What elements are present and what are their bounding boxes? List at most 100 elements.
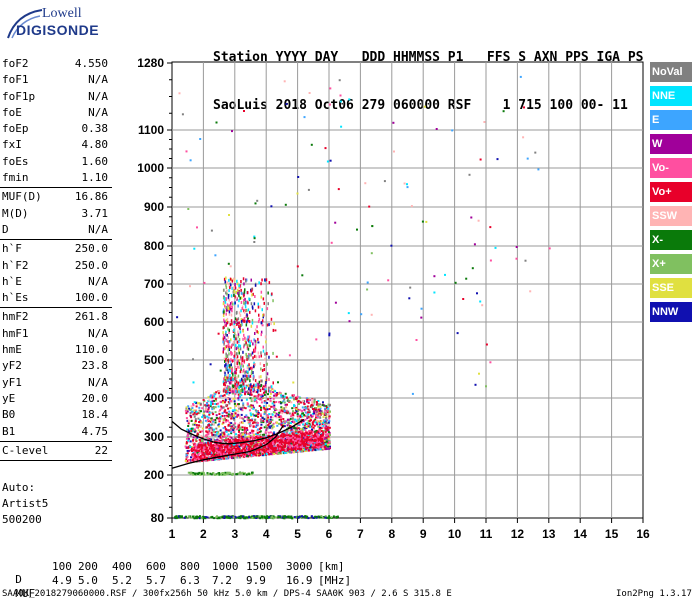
echo-dot xyxy=(310,515,313,518)
echo-dot xyxy=(261,393,264,396)
echo-dot xyxy=(205,441,208,444)
echo-dot xyxy=(321,411,324,414)
echo-dot xyxy=(249,436,252,439)
echo-dot xyxy=(266,307,269,311)
echo-dot xyxy=(238,359,240,362)
echo-dot xyxy=(249,310,251,314)
echo-dot xyxy=(324,430,327,433)
echo-dot xyxy=(201,427,204,430)
echo-dot xyxy=(256,385,258,389)
echo-dot xyxy=(242,350,244,354)
echo-dot xyxy=(249,353,251,357)
echo-dot xyxy=(277,435,280,438)
echo-dot xyxy=(319,437,322,440)
footer-muf-value: 5.0 xyxy=(78,574,98,587)
echo-dot xyxy=(295,446,298,449)
echo-dot xyxy=(194,451,197,454)
echo-dot xyxy=(233,409,236,412)
echo-dot xyxy=(233,449,235,451)
echo-dot xyxy=(274,441,277,443)
echo-dot xyxy=(225,291,227,295)
echo-dot xyxy=(198,517,201,520)
echo-dot xyxy=(208,438,211,441)
param-separator xyxy=(0,440,112,442)
echo-dot xyxy=(190,411,193,413)
echo-dot xyxy=(222,331,224,335)
echo-dot xyxy=(257,440,260,442)
echo-dot xyxy=(204,416,207,419)
echo-dot xyxy=(284,203,287,206)
echo-dot xyxy=(277,381,279,384)
echo-dot xyxy=(297,427,300,430)
echo-dot xyxy=(223,318,225,322)
echo-dot xyxy=(307,425,310,428)
param-value: N/A xyxy=(88,375,108,389)
echo-dot xyxy=(298,441,301,444)
echo-dot xyxy=(211,411,214,414)
echo-dot xyxy=(444,273,446,276)
echo-dot xyxy=(188,460,191,463)
echo-dot xyxy=(227,516,230,519)
echo-dot xyxy=(194,409,197,412)
echo-dot xyxy=(311,441,314,444)
echo-dot xyxy=(203,400,206,403)
echo-dot xyxy=(278,516,281,519)
echo-dot xyxy=(222,438,225,441)
echo-dot xyxy=(243,317,246,320)
echo-dot xyxy=(306,415,309,418)
echo-dot xyxy=(242,404,245,407)
echo-dot xyxy=(214,406,217,409)
echo-dot xyxy=(244,337,247,341)
echo-dot xyxy=(243,333,245,337)
echo-dot xyxy=(232,450,235,453)
echo-dot xyxy=(275,355,278,358)
echo-dot xyxy=(200,517,203,520)
y-tick-label: 800 xyxy=(144,239,164,253)
echo-dot xyxy=(370,252,373,255)
echo-dot xyxy=(291,420,294,423)
echo-dot xyxy=(251,406,253,409)
echo-dot xyxy=(299,446,302,449)
echo-dot xyxy=(246,437,249,440)
echo-dot xyxy=(271,441,274,444)
echo-dot xyxy=(226,317,229,321)
echo-dot xyxy=(254,328,257,332)
echo-dot xyxy=(515,257,518,260)
echo-dot xyxy=(249,419,252,422)
echo-dot xyxy=(212,418,215,421)
echo-dot xyxy=(256,325,258,329)
echo-dot xyxy=(316,423,318,426)
echo-dot xyxy=(217,444,220,447)
footer-muf-value: 16.9 xyxy=(286,574,313,587)
echo-dot xyxy=(273,432,275,435)
echo-dot xyxy=(238,429,240,432)
echo-dot xyxy=(241,409,244,412)
echo-dot xyxy=(225,420,228,423)
echo-dot xyxy=(253,516,256,519)
echo-dot xyxy=(290,427,293,430)
echo-dot xyxy=(241,428,244,431)
echo-dot xyxy=(259,384,262,387)
echo-dot xyxy=(244,390,247,393)
echo-dot xyxy=(305,433,308,436)
echo-dot xyxy=(221,431,224,434)
echo-dot xyxy=(245,414,248,417)
echo-dot xyxy=(268,420,271,423)
echo-dot xyxy=(311,398,314,401)
echo-dot xyxy=(236,340,239,344)
echo-dot xyxy=(225,286,228,290)
echo-dot xyxy=(185,454,188,457)
echo-dot xyxy=(292,414,295,417)
echo-dot xyxy=(494,246,497,249)
echo-dot xyxy=(317,440,320,443)
echo-dot xyxy=(287,426,290,429)
echo-dot xyxy=(187,208,190,210)
echo-dot xyxy=(207,408,210,411)
echo-dot xyxy=(264,408,267,411)
echo-dot xyxy=(249,434,252,437)
echo-dot xyxy=(208,447,211,450)
echo-dot xyxy=(221,412,224,415)
echo-dot xyxy=(202,412,205,415)
echo-dot xyxy=(191,442,194,445)
echo-dot xyxy=(265,429,268,432)
